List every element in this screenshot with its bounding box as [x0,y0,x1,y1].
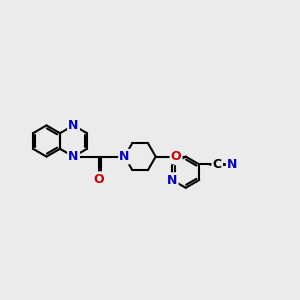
Text: O: O [94,172,104,186]
Text: N: N [68,150,79,163]
Text: N: N [68,119,79,132]
Text: N: N [167,173,177,187]
Text: N: N [227,158,237,171]
Text: N: N [119,150,130,163]
Text: C: C [213,158,222,171]
Text: O: O [171,150,182,163]
